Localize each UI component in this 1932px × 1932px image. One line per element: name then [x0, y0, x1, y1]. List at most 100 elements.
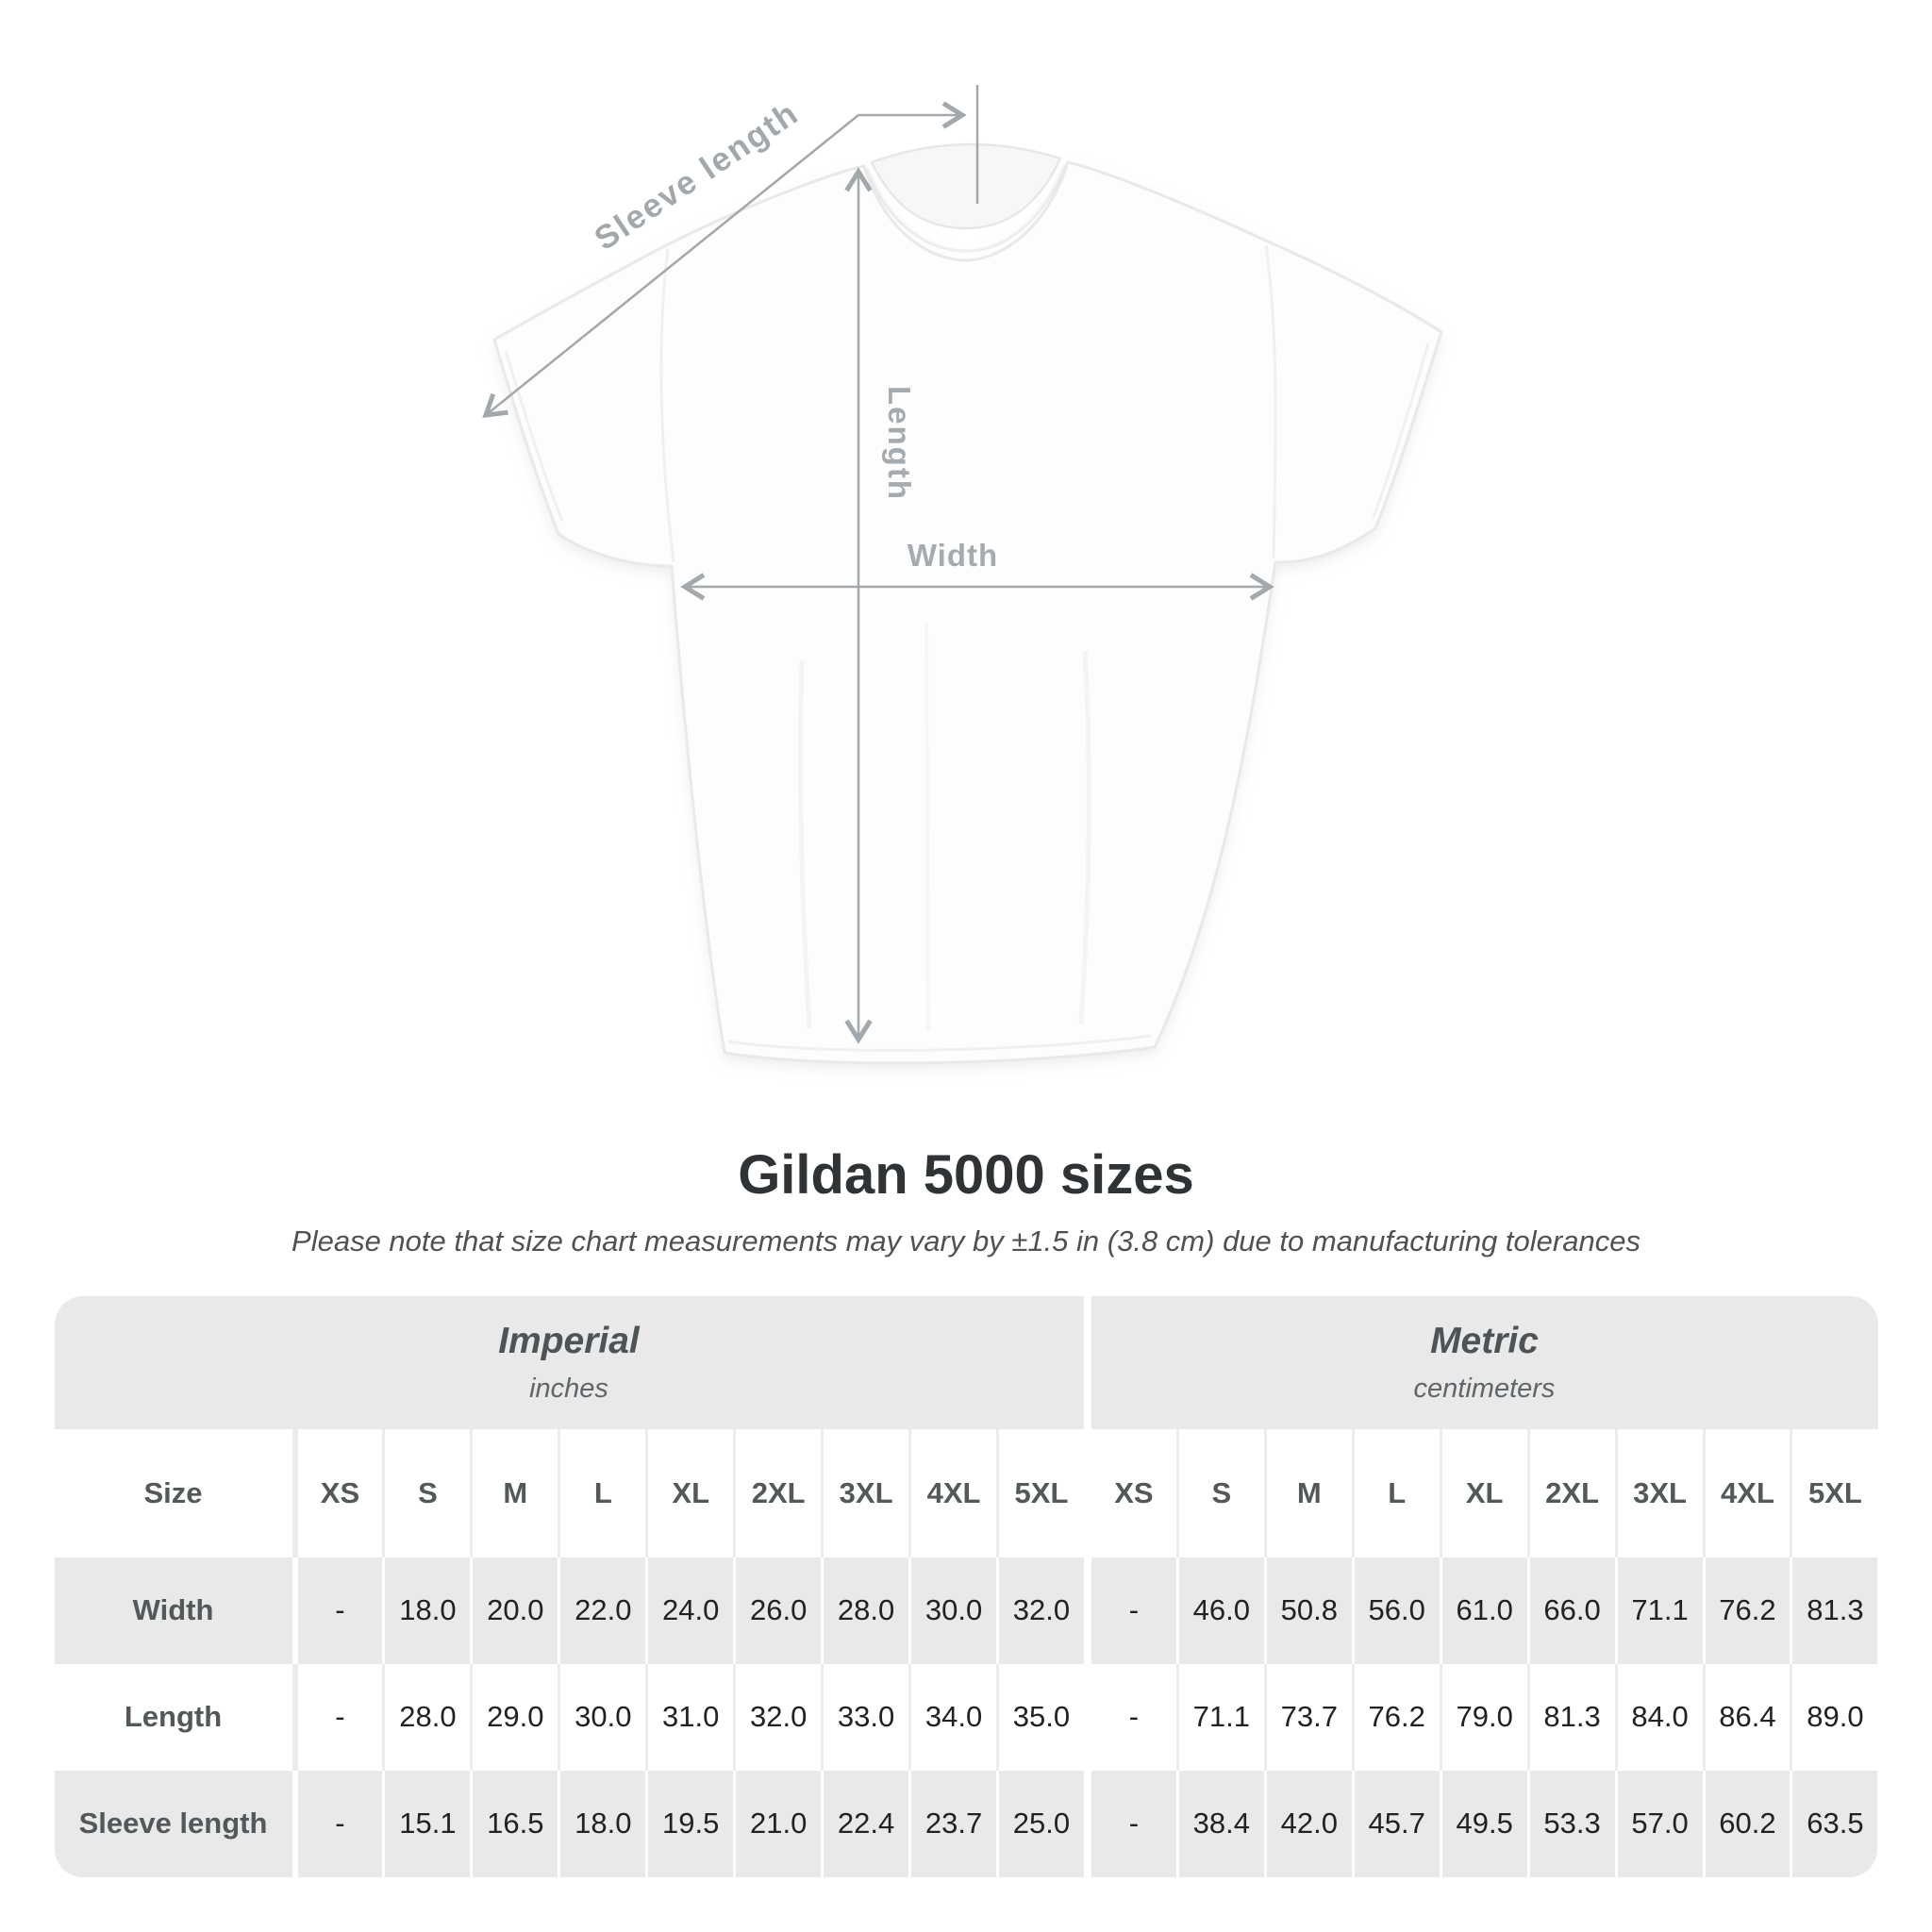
table-cell: 24.0: [645, 1557, 734, 1664]
table-row: Sleeve length -15.1 16.5 18.0 19.5 21.0 22.4 23…: [54, 1770, 1878, 1877]
table-cell: 35.0: [996, 1663, 1084, 1771]
size-column-header: L: [558, 1428, 646, 1557]
right-cuff-seam: [1372, 342, 1430, 518]
table-cell: 46.0: [1175, 1557, 1264, 1664]
table-cell: 45.7: [1351, 1770, 1440, 1877]
table-cell: 28.0: [382, 1663, 471, 1771]
page-subtitle: Please note that size chart measurements…: [291, 1224, 1641, 1257]
table-cell: 19.5: [645, 1770, 734, 1877]
size-column-header: 3XL: [1614, 1428, 1703, 1557]
table-cell: -: [1083, 1770, 1176, 1877]
size-column-header: XL: [1439, 1428, 1527, 1557]
row-label: Sleeve length: [54, 1770, 292, 1877]
length-label: Length: [882, 386, 917, 501]
table-cell: 50.8: [1263, 1557, 1352, 1664]
table-cell: 57.0: [1614, 1770, 1703, 1877]
size-column-header: 3XL: [821, 1428, 909, 1557]
table-cell: 30.0: [558, 1663, 646, 1771]
size-column-header: 4XL: [908, 1428, 996, 1557]
table-body: Width -18.0 20.0 22.0 24.0 26.0 28.0 30.0 32.0-4…: [54, 1557, 1878, 1877]
table-cell: 22.4: [821, 1770, 909, 1877]
table-cell: 21.0: [733, 1770, 822, 1877]
table-cell: 30.0: [908, 1557, 996, 1664]
table-cell: 61.0: [1439, 1557, 1527, 1664]
hem-seam: [727, 1034, 1152, 1052]
table-cell: 84.0: [1614, 1663, 1703, 1771]
row-label: Width: [54, 1557, 292, 1664]
table-cell: 42.0: [1263, 1770, 1352, 1877]
table-cell: 49.5: [1439, 1770, 1527, 1877]
imperial-group-unit: inches: [529, 1373, 608, 1404]
table-cell: 29.0: [470, 1663, 558, 1771]
fold-line: [1078, 650, 1091, 1025]
table-cell: 56.0: [1351, 1557, 1440, 1664]
imperial-group-header: Imperial inches: [54, 1295, 1084, 1429]
size-column-header: XS: [1083, 1428, 1176, 1557]
size-column-header: 5XL: [1790, 1428, 1878, 1557]
table-cell: 60.2: [1702, 1770, 1790, 1877]
size-column-header: XS: [291, 1428, 383, 1557]
table-cell: 18.0: [558, 1770, 646, 1877]
table-cell: 71.1: [1614, 1557, 1703, 1664]
table-row: Length -28.0 29.0 30.0 31.0 32.0 33.0 34.0 35.0-…: [54, 1663, 1878, 1771]
size-table: Imperial inches Metric centimeters Size …: [54, 1295, 1878, 1877]
table-cell: 81.3: [1790, 1557, 1878, 1664]
table-cell: 33.0: [821, 1663, 909, 1771]
table-cell: 28.0: [821, 1557, 909, 1664]
table-cell: 15.1: [382, 1770, 471, 1877]
tshirt-collar: [870, 142, 1062, 230]
table-cell: -: [291, 1663, 383, 1771]
table-cell: 73.7: [1263, 1663, 1352, 1771]
table-cell: 23.7: [908, 1770, 996, 1877]
page-title: Gildan 5000 sizes: [738, 1144, 1194, 1206]
size-column-header: M: [1263, 1428, 1352, 1557]
size-column-header: L: [1351, 1428, 1440, 1557]
metric-group-unit: centimeters: [1413, 1373, 1556, 1404]
table-cell: 32.0: [996, 1557, 1084, 1664]
tshirt-body: [492, 160, 1443, 1065]
table-cell: -: [1083, 1663, 1176, 1771]
table-cell: 22.0: [558, 1557, 646, 1664]
sleeve-length-arrow: [482, 101, 967, 418]
table-cell: 81.3: [1526, 1663, 1615, 1771]
table-cell: 89.0: [1790, 1663, 1878, 1771]
size-column-header: 2XL: [1526, 1428, 1615, 1557]
fold-line: [797, 659, 812, 1029]
size-column-header: S: [382, 1428, 471, 1557]
table-cell: 53.3: [1526, 1770, 1615, 1877]
size-column-header: 2XL: [733, 1428, 822, 1557]
title-block: Gildan 5000 sizes Please note that size …: [0, 1144, 1932, 1260]
table-row: Width -18.0 20.0 22.0 24.0 26.0 28.0 30.0 32.0-4…: [54, 1557, 1878, 1664]
imperial-group-title: Imperial: [498, 1320, 640, 1361]
size-column-header: 5XL: [996, 1428, 1084, 1557]
size-header-row: Size XS S M L XL 2XL 3XL 4XL 5XL XS S M L XL 2XL 3XL 4XL…: [54, 1428, 1878, 1557]
row-label: Length: [54, 1663, 292, 1771]
table-cell: 86.4: [1702, 1663, 1790, 1771]
table-cell: 31.0: [645, 1663, 734, 1771]
tshirt-measurement-diagram: Sleeve length Length Width: [482, 85, 1443, 1069]
table-cell: 71.1: [1175, 1663, 1264, 1771]
table-cell: 63.5: [1790, 1770, 1878, 1877]
metric-group-header: Metric centimeters: [1091, 1295, 1878, 1429]
size-column-header: XL: [645, 1428, 734, 1557]
table-cell: -: [291, 1557, 383, 1664]
tshirt-graphic: Sleeve length Length Width: [482, 85, 1443, 1069]
table-cell: 25.0: [996, 1770, 1084, 1877]
table-cell: 76.2: [1702, 1557, 1790, 1664]
size-column-header: M: [470, 1428, 558, 1557]
unit-group-row: Imperial inches Metric centimeters: [54, 1295, 1878, 1429]
table-cell: 79.0: [1439, 1663, 1527, 1771]
size-corner-label: Size: [54, 1428, 292, 1557]
width-label: Width: [908, 538, 998, 573]
metric-group-title: Metric: [1430, 1320, 1539, 1361]
table-cell: 76.2: [1351, 1663, 1440, 1771]
table-cell: 66.0: [1526, 1557, 1615, 1664]
table-cell: 18.0: [382, 1557, 471, 1664]
size-column-header: 4XL: [1702, 1428, 1790, 1557]
table-cell: 38.4: [1175, 1770, 1264, 1877]
table-cell: 20.0: [470, 1557, 558, 1664]
table-cell: -: [291, 1770, 383, 1877]
table-cell: -: [1083, 1557, 1176, 1664]
table-cell: 32.0: [733, 1663, 822, 1771]
table-cell: 26.0: [733, 1557, 822, 1664]
